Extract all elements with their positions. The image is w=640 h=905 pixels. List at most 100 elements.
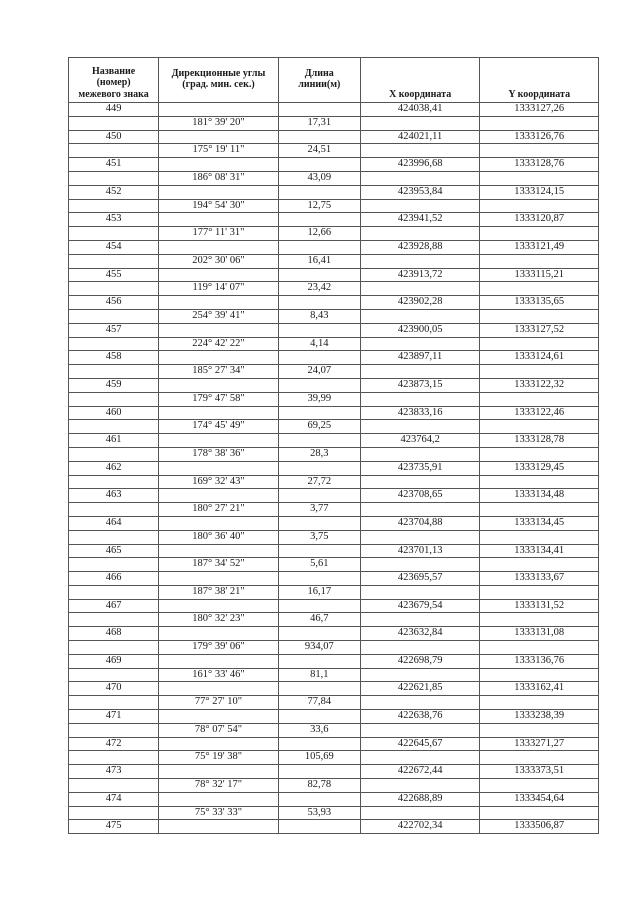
point-row: 458 423897,11 1333124,61 xyxy=(67,350,599,366)
line-length: 27,72 xyxy=(277,474,361,490)
direction-angle: 75° 33' 33" xyxy=(158,805,279,821)
direction-angle: 224° 42' 22" xyxy=(158,336,279,352)
empty-cell xyxy=(158,488,279,504)
empty-cell xyxy=(67,529,160,545)
y-coordinate: 1333134,45 xyxy=(479,515,599,531)
empty-cell xyxy=(479,308,599,324)
empty-cell xyxy=(67,419,160,435)
segment-row: 174° 45' 49" 69,25 xyxy=(67,419,599,435)
empty-cell xyxy=(359,640,481,655)
point-row: 473 422672,44 1333373,51 xyxy=(67,764,599,780)
empty-cell xyxy=(67,446,160,462)
empty-cell xyxy=(158,626,279,642)
direction-angle: 119° 14' 07" xyxy=(158,281,279,297)
empty-cell xyxy=(479,805,599,821)
empty-cell xyxy=(479,391,599,407)
empty-cell xyxy=(158,102,279,117)
empty-cell xyxy=(359,667,481,683)
segment-row: 194° 54' 30" 12,75 xyxy=(67,198,599,214)
point-name: 452 xyxy=(67,184,160,200)
y-coordinate: 1333126,76 xyxy=(479,129,599,145)
empty-cell xyxy=(479,612,599,628)
line-length: 3,75 xyxy=(277,529,361,545)
segment-row: 77° 27' 10" 77,84 xyxy=(67,695,599,711)
y-coordinate: 1333127,26 xyxy=(479,102,599,117)
direction-angle: 169° 32' 43" xyxy=(158,474,279,490)
header-length-line: линии(м) xyxy=(298,79,341,90)
empty-cell xyxy=(359,750,481,766)
empty-cell xyxy=(277,819,361,835)
direction-angle: 180° 27' 21" xyxy=(158,502,279,517)
line-length: 43,09 xyxy=(277,170,361,186)
header-name-line: межевого знака xyxy=(78,88,149,100)
point-row: 472 422645,67 1333271,27 xyxy=(67,736,599,752)
empty-cell xyxy=(277,295,361,310)
x-coordinate: 423902,28 xyxy=(359,295,481,310)
empty-cell xyxy=(158,322,279,338)
segment-row: 161° 33' 46" 81,1 xyxy=(67,667,599,683)
empty-cell xyxy=(158,184,279,200)
point-name: 469 xyxy=(67,653,160,669)
point-row: 457 423900,05 1333127,52 xyxy=(67,322,599,338)
empty-cell xyxy=(158,405,279,421)
empty-cell xyxy=(479,143,599,159)
direction-angle: 179° 47' 58" xyxy=(158,391,279,407)
x-coordinate: 423764,2 xyxy=(359,433,481,448)
segment-row: 187° 34' 52" 5,61 xyxy=(67,557,599,573)
x-coordinate: 423701,13 xyxy=(359,543,481,559)
empty-cell xyxy=(277,212,361,228)
line-length: 53,93 xyxy=(277,805,361,821)
y-coordinate: 1333121,49 xyxy=(479,239,599,255)
header-length: Длина линии(м) xyxy=(277,57,361,103)
empty-cell xyxy=(158,377,279,393)
point-row: 451 423996,68 1333128,76 xyxy=(67,157,599,172)
header-name-line: Название xyxy=(92,65,136,77)
direction-angle: 175° 19' 11" xyxy=(158,143,279,159)
line-length: 69,25 xyxy=(277,419,361,435)
y-coordinate: 1333136,76 xyxy=(479,653,599,669)
point-name: 475 xyxy=(67,819,160,835)
empty-cell xyxy=(67,474,160,490)
line-length: 77,84 xyxy=(277,695,361,711)
x-coordinate: 423708,65 xyxy=(359,488,481,504)
segment-row: 180° 36' 40" 3,75 xyxy=(67,529,599,545)
empty-cell xyxy=(67,722,160,738)
point-name: 460 xyxy=(67,405,160,421)
segment-row: 178° 38' 36" 28,3 xyxy=(67,446,599,462)
x-coordinate: 422621,85 xyxy=(359,681,481,697)
point-name: 455 xyxy=(67,267,160,283)
x-coordinate: 423953,84 xyxy=(359,184,481,200)
y-coordinate: 1333373,51 xyxy=(479,764,599,780)
header-y-label: Y координата xyxy=(508,88,571,100)
empty-cell xyxy=(158,129,279,145)
empty-cell xyxy=(67,198,160,214)
empty-cell xyxy=(479,336,599,352)
empty-cell xyxy=(277,433,361,448)
empty-cell xyxy=(479,667,599,683)
point-row: 455 423913,72 1333115,21 xyxy=(67,267,599,283)
point-row: 470 422621,85 1333162,41 xyxy=(67,681,599,697)
point-name: 454 xyxy=(67,239,160,255)
y-coordinate: 1333134,41 xyxy=(479,543,599,559)
line-length: 934,07 xyxy=(277,640,361,655)
segment-row: 202° 30' 06" 16,41 xyxy=(67,253,599,269)
y-coordinate: 1333133,67 xyxy=(479,571,599,586)
empty-cell xyxy=(67,557,160,573)
empty-cell xyxy=(479,640,599,655)
empty-cell xyxy=(67,778,160,793)
point-row: 475 422702,34 1333506,87 xyxy=(67,819,599,835)
empty-cell xyxy=(359,391,481,407)
empty-cell xyxy=(277,626,361,642)
x-coordinate: 423941,52 xyxy=(359,212,481,228)
x-coordinate: 423897,11 xyxy=(359,350,481,366)
empty-cell xyxy=(67,281,160,297)
header-length-line: Длина xyxy=(304,67,334,79)
x-coordinate: 424038,41 xyxy=(359,102,481,117)
empty-cell xyxy=(479,722,599,738)
empty-cell xyxy=(479,778,599,793)
y-coordinate: 1333135,65 xyxy=(479,295,599,310)
empty-cell xyxy=(277,543,361,559)
point-name: 470 xyxy=(67,681,160,697)
empty-cell xyxy=(158,460,279,476)
direction-angle: 78° 07' 54" xyxy=(158,722,279,738)
